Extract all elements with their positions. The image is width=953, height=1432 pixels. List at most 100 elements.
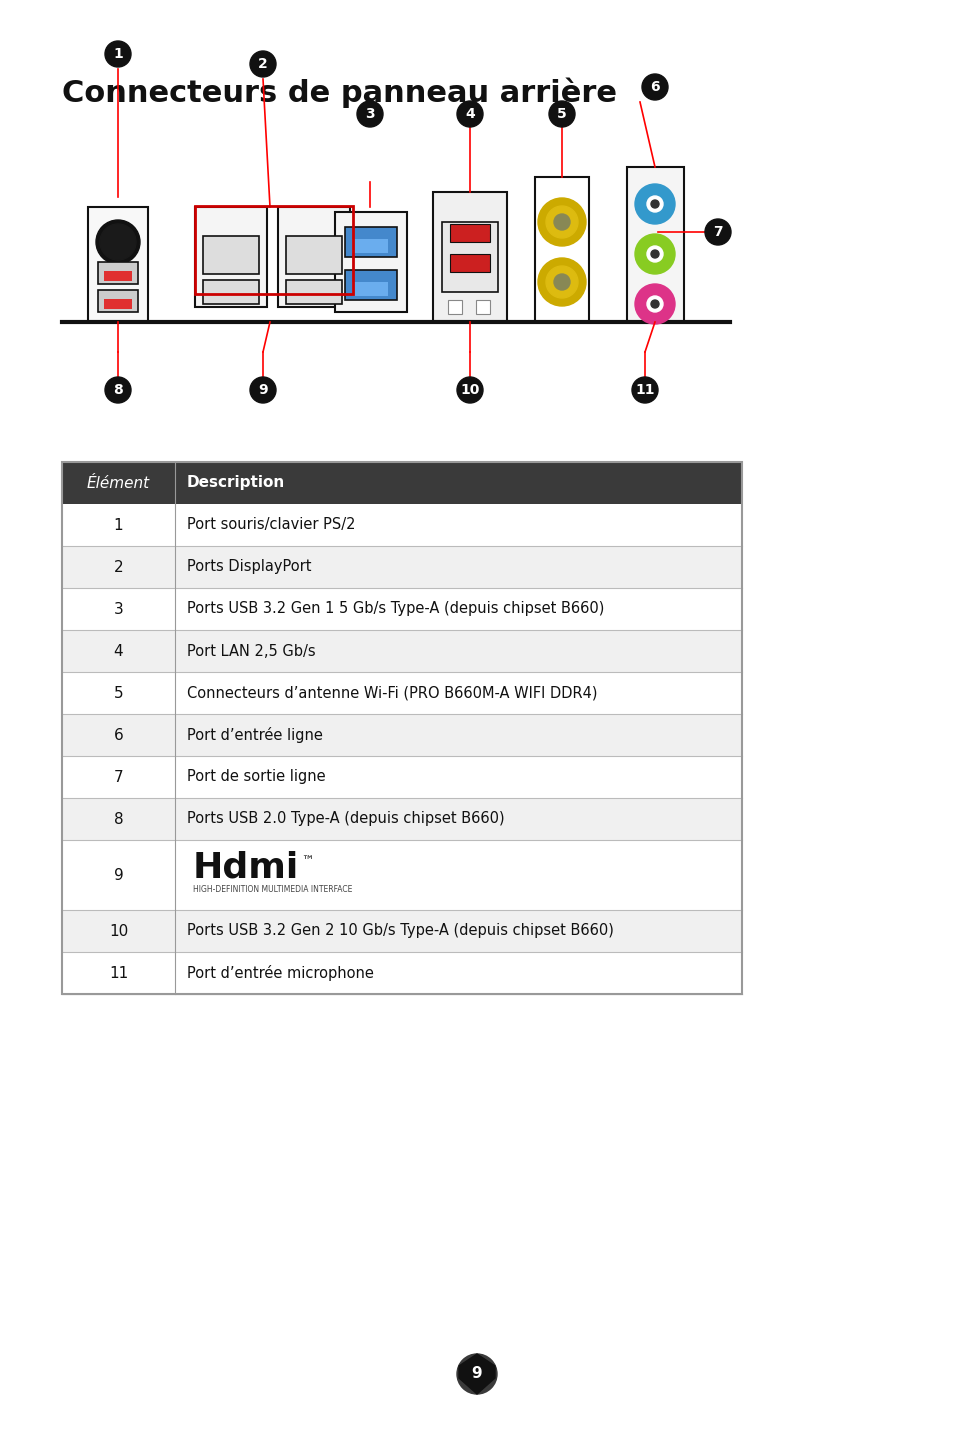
- Text: Port souris/clavier PS/2: Port souris/clavier PS/2: [187, 517, 355, 533]
- FancyBboxPatch shape: [62, 715, 741, 756]
- FancyBboxPatch shape: [450, 253, 490, 272]
- Text: 1: 1: [113, 47, 123, 62]
- Text: Ports USB 3.2 Gen 2 10 Gb/s Type-A (depuis chipset B660): Ports USB 3.2 Gen 2 10 Gb/s Type-A (depu…: [187, 924, 613, 938]
- Text: Ports USB 3.2 Gen 1 5 Gb/s Type-A (depuis chipset B660): Ports USB 3.2 Gen 1 5 Gb/s Type-A (depui…: [187, 601, 604, 617]
- Text: 10: 10: [109, 924, 128, 938]
- Circle shape: [635, 284, 675, 324]
- Text: 4: 4: [465, 107, 475, 120]
- Circle shape: [456, 102, 482, 127]
- Circle shape: [704, 219, 730, 245]
- FancyBboxPatch shape: [448, 299, 461, 314]
- FancyBboxPatch shape: [98, 262, 138, 284]
- Circle shape: [641, 74, 667, 100]
- Text: 11: 11: [635, 382, 654, 397]
- Text: Connecteurs d’antenne Wi-Fi (PRO B660M-A WIFI DDR4): Connecteurs d’antenne Wi-Fi (PRO B660M-A…: [187, 686, 597, 700]
- Text: 2: 2: [258, 57, 268, 72]
- FancyBboxPatch shape: [352, 239, 388, 253]
- Circle shape: [548, 102, 575, 127]
- FancyBboxPatch shape: [104, 299, 132, 309]
- Circle shape: [456, 377, 482, 402]
- FancyBboxPatch shape: [277, 208, 350, 306]
- Text: 6: 6: [113, 727, 123, 743]
- FancyBboxPatch shape: [88, 208, 148, 322]
- Circle shape: [105, 42, 131, 67]
- Text: 7: 7: [713, 225, 722, 239]
- Text: Ports DisplayPort: Ports DisplayPort: [187, 560, 312, 574]
- Text: Port d’entrée ligne: Port d’entrée ligne: [187, 727, 322, 743]
- FancyBboxPatch shape: [98, 291, 138, 312]
- FancyBboxPatch shape: [286, 236, 341, 274]
- Circle shape: [635, 183, 675, 223]
- Text: 10: 10: [460, 382, 479, 397]
- FancyBboxPatch shape: [62, 952, 741, 994]
- Circle shape: [105, 377, 131, 402]
- FancyBboxPatch shape: [450, 223, 490, 242]
- Text: 9: 9: [471, 1366, 482, 1380]
- FancyBboxPatch shape: [433, 192, 506, 322]
- Text: HIGH-DEFINITION MULTIMEDIA INTERFACE: HIGH-DEFINITION MULTIMEDIA INTERFACE: [193, 885, 352, 894]
- FancyBboxPatch shape: [104, 271, 132, 281]
- FancyBboxPatch shape: [626, 168, 683, 322]
- FancyBboxPatch shape: [62, 756, 741, 798]
- FancyBboxPatch shape: [476, 299, 490, 314]
- Polygon shape: [458, 1355, 495, 1393]
- Circle shape: [537, 258, 585, 306]
- Circle shape: [545, 266, 578, 298]
- FancyBboxPatch shape: [62, 798, 741, 841]
- Text: Description: Description: [187, 475, 285, 491]
- Circle shape: [631, 377, 658, 402]
- FancyBboxPatch shape: [203, 236, 258, 274]
- FancyBboxPatch shape: [62, 630, 741, 672]
- FancyBboxPatch shape: [62, 504, 741, 546]
- FancyBboxPatch shape: [62, 546, 741, 589]
- Circle shape: [250, 377, 275, 402]
- FancyBboxPatch shape: [62, 672, 741, 715]
- Circle shape: [646, 246, 662, 262]
- Text: 9: 9: [113, 868, 123, 882]
- Text: Hdmi: Hdmi: [193, 851, 299, 884]
- Circle shape: [250, 52, 275, 77]
- Text: 1: 1: [113, 517, 123, 533]
- Text: 7: 7: [113, 769, 123, 785]
- Text: Ports USB 2.0 Type-A (depuis chipset B660): Ports USB 2.0 Type-A (depuis chipset B66…: [187, 812, 504, 826]
- FancyBboxPatch shape: [62, 841, 741, 909]
- Circle shape: [646, 296, 662, 312]
- Circle shape: [537, 198, 585, 246]
- FancyBboxPatch shape: [62, 463, 741, 504]
- Text: ™: ™: [301, 855, 314, 868]
- Text: 5: 5: [113, 686, 123, 700]
- Circle shape: [646, 196, 662, 212]
- Text: 3: 3: [365, 107, 375, 120]
- FancyBboxPatch shape: [62, 909, 741, 952]
- Circle shape: [545, 206, 578, 238]
- Circle shape: [650, 200, 659, 208]
- FancyBboxPatch shape: [345, 271, 396, 299]
- FancyBboxPatch shape: [441, 222, 497, 292]
- Text: 8: 8: [113, 382, 123, 397]
- Circle shape: [96, 221, 140, 263]
- Circle shape: [100, 223, 136, 261]
- FancyBboxPatch shape: [62, 589, 741, 630]
- Circle shape: [635, 233, 675, 274]
- FancyBboxPatch shape: [194, 208, 267, 306]
- Circle shape: [554, 213, 569, 231]
- Text: 6: 6: [650, 80, 659, 95]
- Text: Élément: Élément: [87, 475, 150, 491]
- Text: Port d’entrée microphone: Port d’entrée microphone: [187, 965, 374, 981]
- Circle shape: [356, 102, 382, 127]
- Text: 2: 2: [113, 560, 123, 574]
- Text: Port de sortie ligne: Port de sortie ligne: [187, 769, 325, 785]
- Text: 5: 5: [557, 107, 566, 120]
- FancyBboxPatch shape: [286, 281, 341, 304]
- Text: 8: 8: [113, 812, 123, 826]
- FancyBboxPatch shape: [203, 281, 258, 304]
- Circle shape: [650, 299, 659, 308]
- Text: Connecteurs de panneau arrière: Connecteurs de panneau arrière: [62, 77, 617, 107]
- Circle shape: [650, 251, 659, 258]
- Text: 9: 9: [258, 382, 268, 397]
- FancyBboxPatch shape: [352, 282, 388, 296]
- Text: 11: 11: [109, 965, 128, 981]
- Circle shape: [456, 1355, 497, 1393]
- FancyBboxPatch shape: [345, 228, 396, 256]
- Text: 3: 3: [113, 601, 123, 617]
